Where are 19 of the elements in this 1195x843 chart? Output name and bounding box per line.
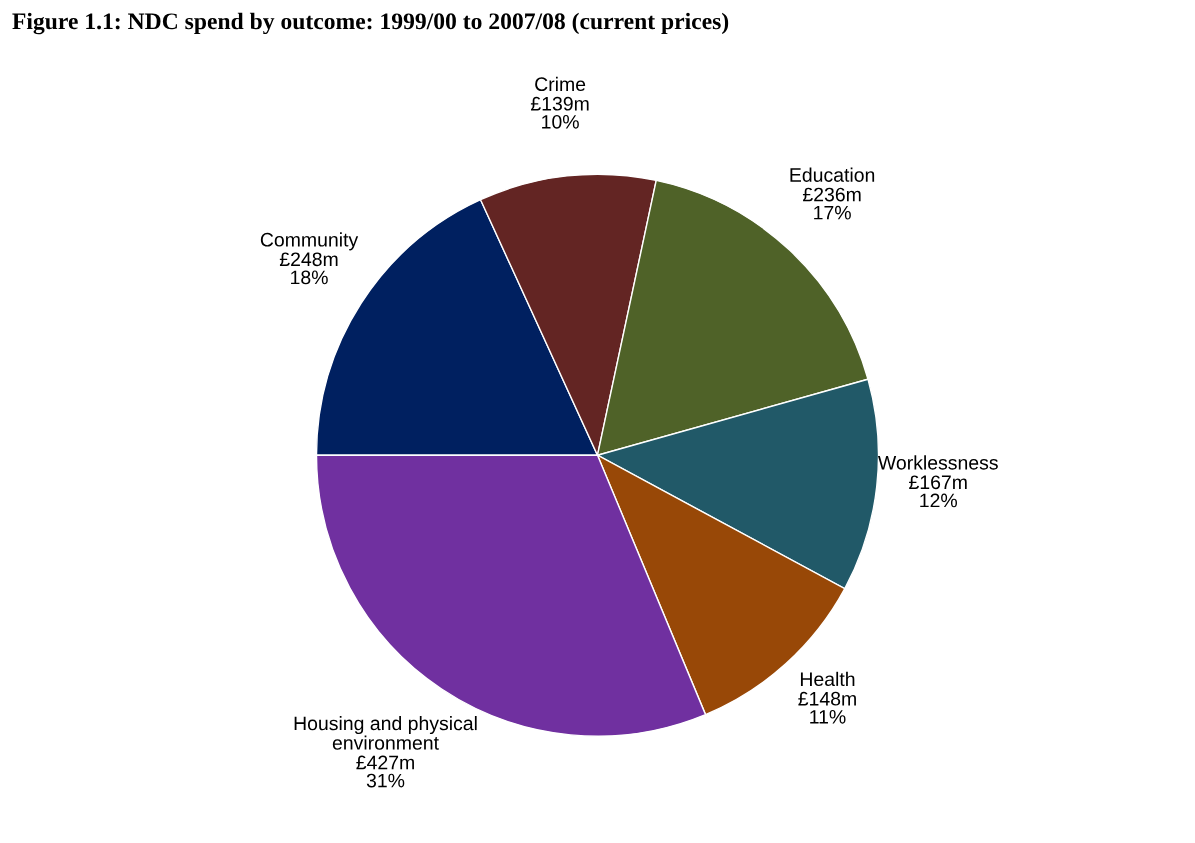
text: 10%	[542, 114, 579, 129]
slice-label: Crime	[535, 76, 586, 92]
data-label: £236m	[802, 187, 861, 202]
text: 11%	[810, 710, 846, 724]
text: 31%	[366, 773, 405, 788]
text: 17%	[814, 205, 851, 220]
slice-label: Community	[260, 232, 359, 251]
text: 12%	[920, 493, 957, 508]
slice-label: Education	[790, 167, 875, 182]
slice-label: Worklessness	[877, 455, 998, 470]
data-label: £248m	[279, 252, 338, 267]
slice-label: Health	[800, 671, 855, 687]
data-label: £427m	[356, 755, 414, 770]
data-label: £139m	[530, 96, 589, 111]
data-label: £148m	[798, 691, 856, 706]
chart-title: Figure 1.1: NDC spend by outcome: 1999/00 to 2007/08 (current prices)	[12, 12, 729, 35]
text: 18%	[291, 270, 328, 285]
slice-label: Housing and physical environment	[294, 715, 477, 750]
data-label: £167m	[909, 475, 967, 490]
